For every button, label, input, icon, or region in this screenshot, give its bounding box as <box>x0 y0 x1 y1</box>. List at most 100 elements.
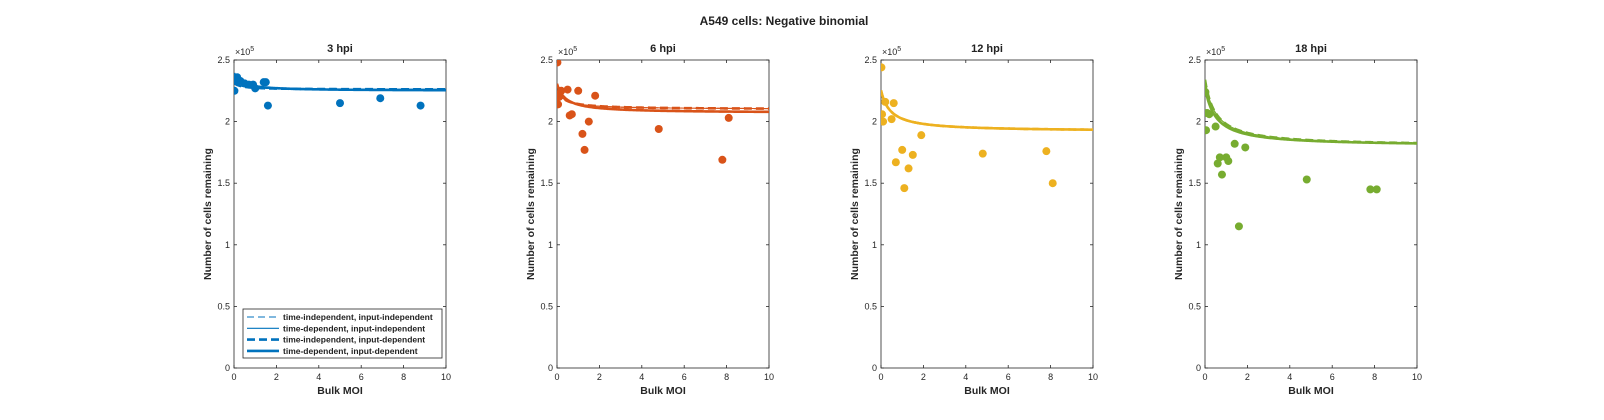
y-tick-label: 1 <box>872 240 877 250</box>
data-point <box>1234 222 1243 231</box>
x-tick-label: 6 <box>682 372 687 382</box>
x-tick-label: 10 <box>764 372 774 382</box>
x-tick-label: 2 <box>921 372 926 382</box>
y-tick-label: 0.5 <box>864 301 877 311</box>
data-point <box>557 60 562 67</box>
legend-entry: time-independent, input-independent <box>283 312 433 322</box>
plot-area <box>234 72 446 110</box>
data-point <box>584 117 593 126</box>
x-tick-label: 0 <box>554 372 559 382</box>
chart-title: 6 hpi <box>650 43 676 55</box>
y-tick-label: 1.5 <box>540 178 553 188</box>
y-tick-label: 2 <box>1196 117 1201 127</box>
legend-entry: time-dependent, input-dependent <box>283 346 418 356</box>
x-tick-label: 6 <box>359 372 364 382</box>
data-point <box>1213 159 1222 168</box>
y-tick-label: 0.5 <box>217 301 230 311</box>
data-point <box>1048 179 1057 188</box>
data-point <box>654 124 663 133</box>
y-tick-label: 2 <box>872 117 877 127</box>
x-tick-label: 8 <box>401 372 406 382</box>
legend-entry: time-independent, input-dependent <box>283 335 425 345</box>
data-point <box>336 99 344 108</box>
fit-curve-solid-thick <box>1205 86 1417 145</box>
fit-curve-solid-thick <box>881 90 1093 131</box>
plot-area <box>1205 79 1417 231</box>
legend: time-independent, input-independent time-… <box>242 308 443 359</box>
chart-panel-4: 0 0.5 1 1.5 2 2.5 0 2 4 6 8 10 ×105 18 hpi Bulk MOI Num… <box>1173 43 1422 397</box>
data-point <box>1366 185 1375 194</box>
chart-title: 12 hpi <box>971 43 1003 55</box>
data-point <box>578 129 587 138</box>
y-exponent-power: 5 <box>1221 46 1225 53</box>
data-point <box>574 86 583 95</box>
y-tick-label: 1.5 <box>217 178 230 188</box>
data-point <box>1372 185 1381 194</box>
x-axis-label: Bulk MOI <box>317 385 363 397</box>
y-tick-label: 0 <box>225 363 230 373</box>
x-tick-label: 6 <box>1006 372 1011 382</box>
fit-curve-solid-thick <box>557 83 769 114</box>
y-tick-label: 2 <box>225 117 230 127</box>
x-tick-label: 2 <box>597 372 602 382</box>
data-point <box>1042 147 1051 156</box>
x-axis-label: Bulk MOI <box>964 385 1010 397</box>
plot-area <box>881 63 1093 193</box>
data-point <box>898 145 907 154</box>
y-exponent-power: 5 <box>573 46 577 53</box>
y-exponent-label: ×105 <box>882 46 901 57</box>
data-point <box>881 97 890 106</box>
x-tick-label: 4 <box>316 372 321 382</box>
x-tick-label: 8 <box>1048 372 1053 382</box>
chart-panel-1: 0 0.5 1 1.5 2 2.5 0 2 4 6 8 10 ×105 3 hpi Bulk MOI Numb… <box>202 43 451 397</box>
y-exponent-power: 5 <box>897 46 901 53</box>
y-tick-label: 2.5 <box>217 55 230 65</box>
y-exponent-power: 5 <box>250 46 254 53</box>
axes-box <box>1204 59 1418 369</box>
fit-curve-solid-thick <box>234 72 446 92</box>
x-tick-label: 8 <box>724 372 729 382</box>
chart-panel-3: 0 0.5 1 1.5 2 2.5 0 2 4 6 8 10 ×105 12 hpi Bulk MOI Num… <box>849 43 1098 397</box>
y-tick-label: 2 <box>548 117 553 127</box>
y-tick-label: 1 <box>225 240 230 250</box>
y-axis-label: Number of cells remaining <box>202 148 214 280</box>
data-point <box>887 115 896 124</box>
y-tick-label: 1.5 <box>1188 178 1201 188</box>
data-point <box>724 113 733 122</box>
fit-curve-dashed-thick <box>557 90 769 110</box>
x-tick-label: 2 <box>1245 372 1250 382</box>
data-point <box>1205 126 1211 135</box>
x-tick-label: 10 <box>441 372 451 382</box>
data-point <box>263 101 272 110</box>
data-point <box>881 117 888 126</box>
y-exponent-label: ×105 <box>235 46 254 57</box>
x-tick-label: 8 <box>1372 372 1377 382</box>
chart-panel-2: 0 0.5 1 1.5 2 2.5 0 2 4 6 8 10 ×105 6 hpi Bulk MOI Numb… <box>525 43 774 397</box>
x-axis-label: Bulk MOI <box>1288 385 1334 397</box>
data-point <box>917 131 926 140</box>
x-tick-label: 4 <box>963 372 968 382</box>
data-point <box>376 94 385 103</box>
data-point <box>908 150 917 159</box>
x-tick-label: 4 <box>1287 372 1292 382</box>
chart-title: 3 hpi <box>327 43 353 55</box>
y-tick-label: 1 <box>548 240 553 250</box>
data-point <box>1211 122 1220 131</box>
data-point <box>889 99 898 108</box>
x-tick-label: 4 <box>639 372 644 382</box>
data-point <box>251 84 260 93</box>
y-axis-label: Number of cells remaining <box>525 148 537 280</box>
x-tick-label: 0 <box>1202 372 1207 382</box>
data-point <box>1215 153 1224 162</box>
y-axis-label: Number of cells remaining <box>1173 148 1185 280</box>
y-tick-label: 0.5 <box>1188 301 1201 311</box>
figure-title: A549 cells: Negative binomial <box>700 14 869 28</box>
data-point <box>261 78 270 87</box>
y-tick-label: 0 <box>548 363 553 373</box>
y-tick-label: 2.5 <box>864 55 877 65</box>
x-tick-label: 6 <box>1330 372 1335 382</box>
data-point <box>416 101 425 110</box>
data-point <box>563 85 572 94</box>
x-axis-label: Bulk MOI <box>640 385 686 397</box>
